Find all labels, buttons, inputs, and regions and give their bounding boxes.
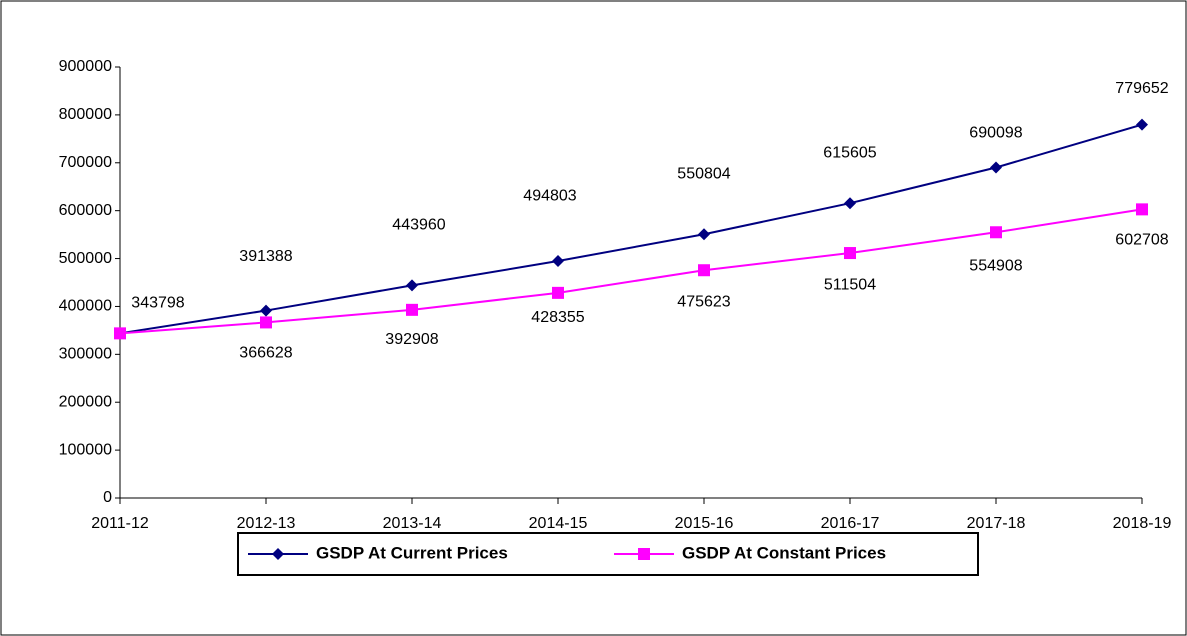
y-tick-label: 900000: [59, 58, 112, 75]
data-point: [990, 161, 1002, 174]
data-point: [406, 279, 418, 292]
y-tick-label: 800000: [59, 106, 112, 123]
y-tick-label: 500000: [59, 250, 112, 267]
legend-marker: [638, 548, 650, 560]
data-label: 428355: [531, 309, 584, 326]
data-label: 391388: [239, 248, 292, 265]
data-point: [552, 286, 564, 299]
data-point: [114, 327, 126, 340]
x-tick-label: 2014-15: [529, 515, 588, 532]
data-point: [844, 247, 856, 260]
legend: GSDP At Current Prices GSDP At Constant P…: [237, 532, 979, 576]
data-label: 554908: [969, 257, 1022, 274]
data-point: [698, 228, 710, 241]
data-point: [406, 303, 418, 316]
data-label: 779652: [1115, 80, 1168, 97]
data-point: [1136, 203, 1148, 216]
data-point: [260, 316, 272, 329]
x-tick-label: 2012-13: [237, 515, 296, 532]
data-label: 343798: [131, 295, 184, 312]
legend-label: GSDP At Current Prices: [316, 543, 508, 562]
data-label: 392908: [385, 331, 438, 348]
x-tick-label: 2017-18: [967, 515, 1026, 532]
y-tick-label: 700000: [59, 154, 112, 171]
y-tick-label: 600000: [59, 202, 112, 219]
series-line: [119, 208, 1143, 335]
data-label: 511504: [824, 276, 876, 293]
data-point: [552, 255, 564, 268]
data-point: [1136, 118, 1148, 131]
y-tick-label: 0: [103, 489, 112, 506]
x-tick-label: 2013-14: [383, 515, 442, 532]
x-tick-label: 2018-19: [1113, 515, 1172, 532]
y-tick-label: 400000: [59, 298, 112, 315]
x-tick-label: 2016-17: [821, 515, 880, 532]
data-label: 366628: [239, 345, 292, 362]
legend-label: GSDP At Constant Prices: [682, 543, 886, 562]
data-point: [698, 264, 710, 277]
x-tick-label: 2011-12: [91, 515, 149, 532]
data-label: 615605: [823, 144, 876, 161]
legend-marker: [272, 548, 284, 560]
data-label: 494803: [523, 187, 576, 204]
data-point: [990, 226, 1002, 239]
data-label: 475623: [677, 293, 730, 310]
data-label: 602708: [1115, 232, 1168, 249]
data-point: [844, 197, 856, 210]
y-tick-label: 200000: [59, 393, 112, 410]
data-label: 690098: [969, 125, 1022, 142]
y-tick-label: 100000: [59, 441, 112, 458]
data-point: [260, 304, 272, 317]
y-tick-label: 300000: [59, 346, 112, 363]
series-line: [119, 123, 1143, 335]
data-label: 443960: [392, 217, 445, 234]
x-tick-label: 2015-16: [675, 515, 734, 532]
data-label: 550804: [677, 165, 730, 182]
legend-box: [237, 532, 979, 576]
